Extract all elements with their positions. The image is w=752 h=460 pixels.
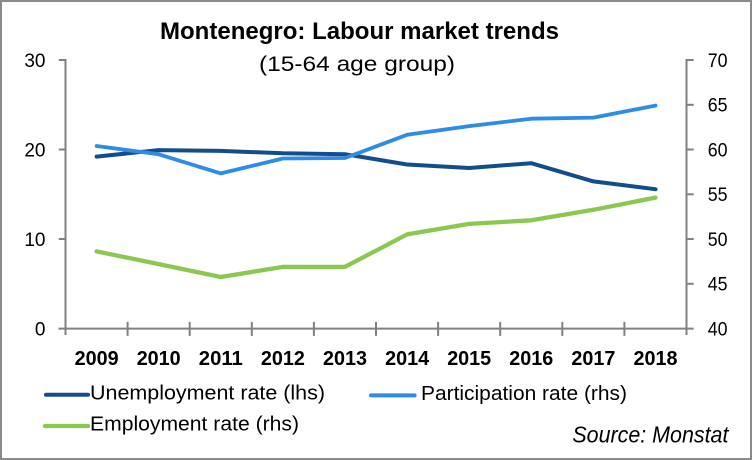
svg-text:55: 55 (708, 185, 728, 206)
svg-text:30: 30 (24, 51, 45, 72)
svg-text:2014: 2014 (385, 348, 430, 370)
svg-text:40: 40 (708, 319, 728, 340)
svg-text:70: 70 (708, 51, 728, 72)
svg-text:2012: 2012 (261, 348, 305, 370)
svg-text:60: 60 (708, 140, 728, 161)
svg-text:Employment rate (rhs): Employment rate (rhs) (90, 413, 299, 435)
svg-text:65: 65 (708, 96, 728, 117)
svg-text:50: 50 (708, 230, 728, 251)
svg-text:2017: 2017 (571, 348, 615, 370)
svg-text:20: 20 (24, 140, 45, 161)
svg-text:2016: 2016 (509, 348, 553, 370)
svg-text:2018: 2018 (634, 348, 678, 370)
svg-text:2011: 2011 (199, 348, 243, 370)
svg-text:Source: Monstat: Source: Monstat (572, 421, 729, 447)
svg-text:2013: 2013 (323, 348, 367, 370)
svg-text:2010: 2010 (137, 348, 181, 370)
svg-text:Montenegro: Labour market tren: Montenegro: Labour market trends (160, 18, 559, 45)
svg-text:10: 10 (24, 230, 45, 251)
svg-text:Participation rate (rhs): Participation rate (rhs) (421, 383, 627, 405)
svg-text:2009: 2009 (75, 348, 119, 370)
svg-text:0: 0 (35, 319, 46, 340)
svg-text:45: 45 (708, 275, 728, 296)
svg-text:Unemployment rate (lhs): Unemployment rate (lhs) (90, 382, 325, 404)
svg-text:(15-64 age group): (15-64 age group) (259, 53, 455, 76)
svg-text:2015: 2015 (447, 348, 491, 370)
